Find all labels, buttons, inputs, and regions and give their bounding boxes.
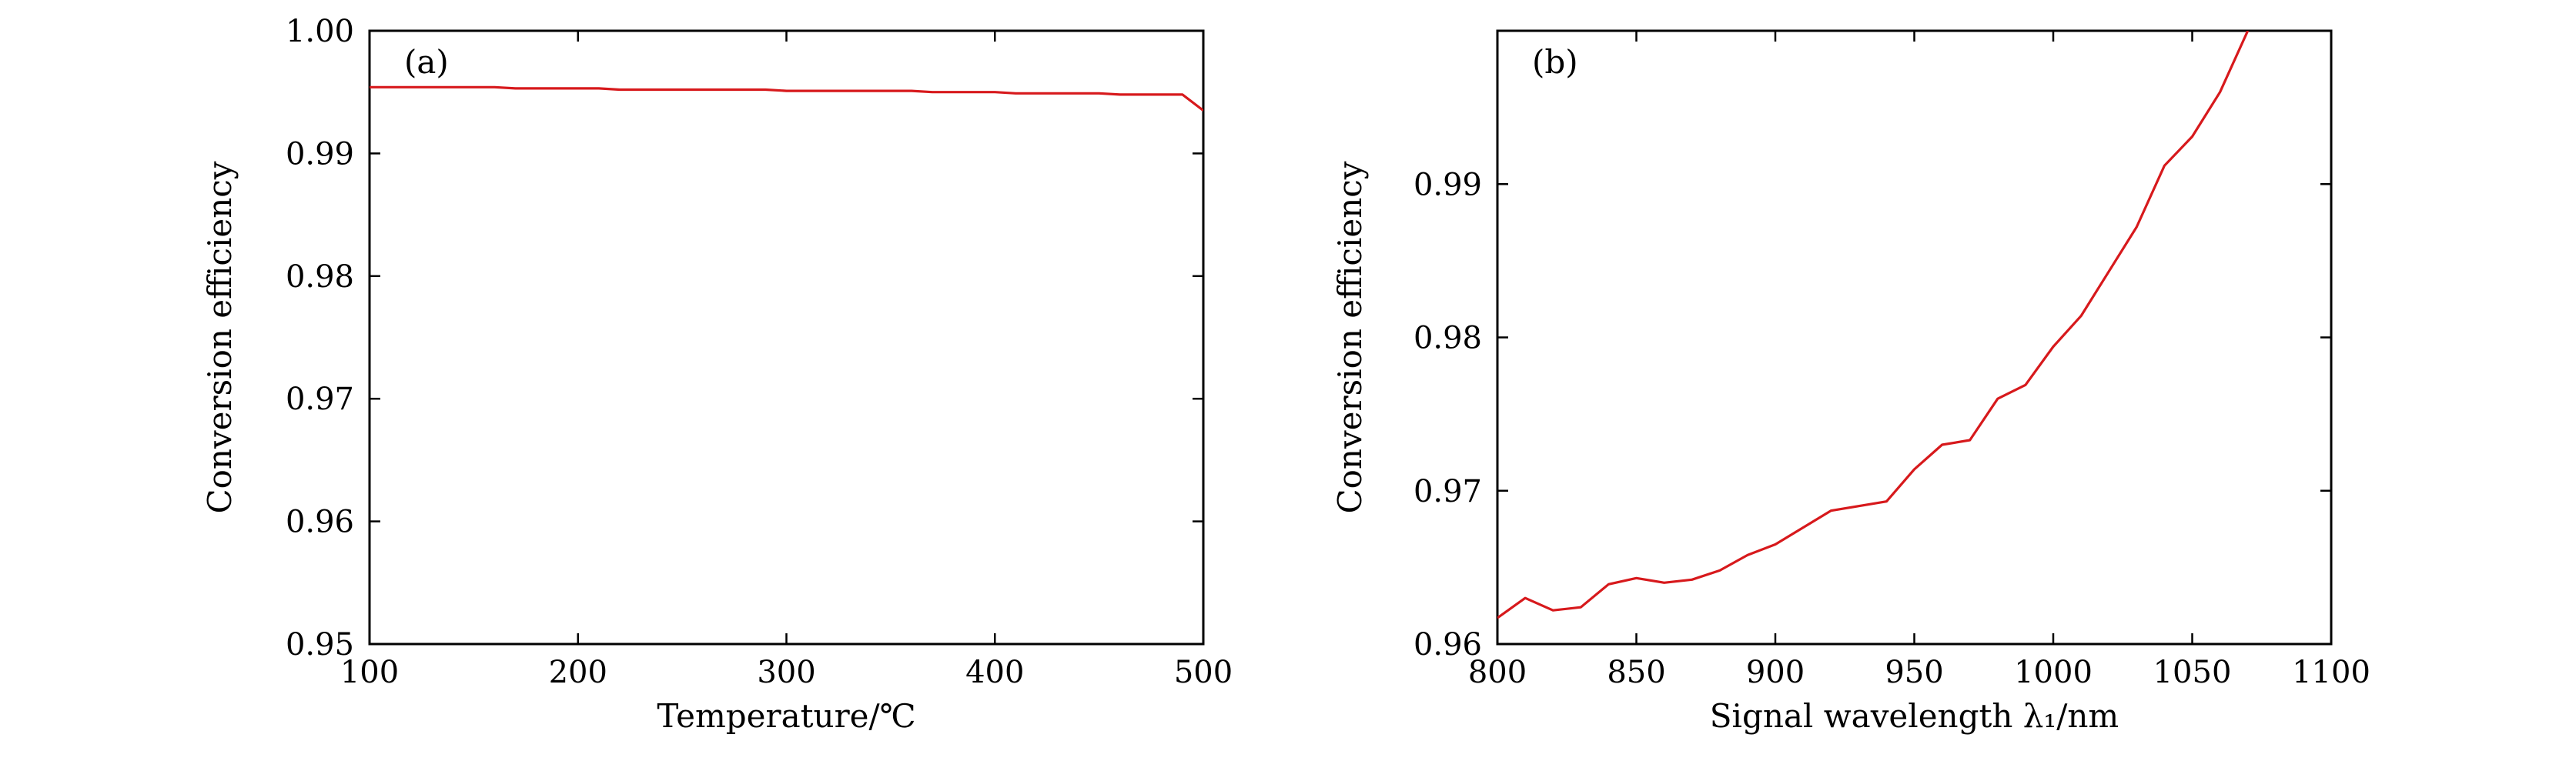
- panel-label: (a): [404, 43, 449, 81]
- y-axis-label: Conversion efficiency: [1331, 161, 1369, 513]
- y-tick-label: 0.96: [1413, 627, 1482, 663]
- y-tick-label: 0.97: [1413, 474, 1482, 509]
- x-tick-label: 950: [1885, 655, 1943, 690]
- y-tick-label: 0.99: [1413, 167, 1482, 202]
- x-axis-label: Signal wavelength λ₁/nm: [1710, 697, 2119, 735]
- x-tick-label: 400: [965, 655, 1024, 690]
- y-axis-label: Conversion efficiency: [201, 161, 239, 513]
- series-line: [370, 87, 1203, 110]
- x-tick-label: 200: [549, 655, 607, 690]
- x-axis-label: Temperature/℃: [657, 697, 915, 735]
- x-tick-label: 850: [1607, 655, 1665, 690]
- x-tick-label: 900: [1746, 655, 1805, 690]
- series-line: [1497, 31, 2248, 618]
- y-tick-label: 0.99: [286, 136, 354, 172]
- y-tick-label: 0.96: [286, 505, 354, 540]
- plot-frame: [370, 31, 1203, 644]
- plot-frame: [1497, 31, 2331, 644]
- x-tick-label: 1000: [2014, 655, 2093, 690]
- panel-label: (b): [1532, 43, 1578, 81]
- x-tick-label: 1100: [2292, 655, 2370, 690]
- y-tick-label: 0.95: [286, 627, 354, 663]
- y-tick-label: 0.98: [1413, 321, 1482, 356]
- x-tick-label: 1050: [2153, 655, 2232, 690]
- x-tick-label: 500: [1174, 655, 1233, 690]
- y-tick-label: 0.98: [286, 259, 354, 295]
- y-tick-label: 0.97: [286, 382, 354, 417]
- x-tick-label: 300: [757, 655, 815, 690]
- y-tick-label: 1.00: [286, 14, 354, 49]
